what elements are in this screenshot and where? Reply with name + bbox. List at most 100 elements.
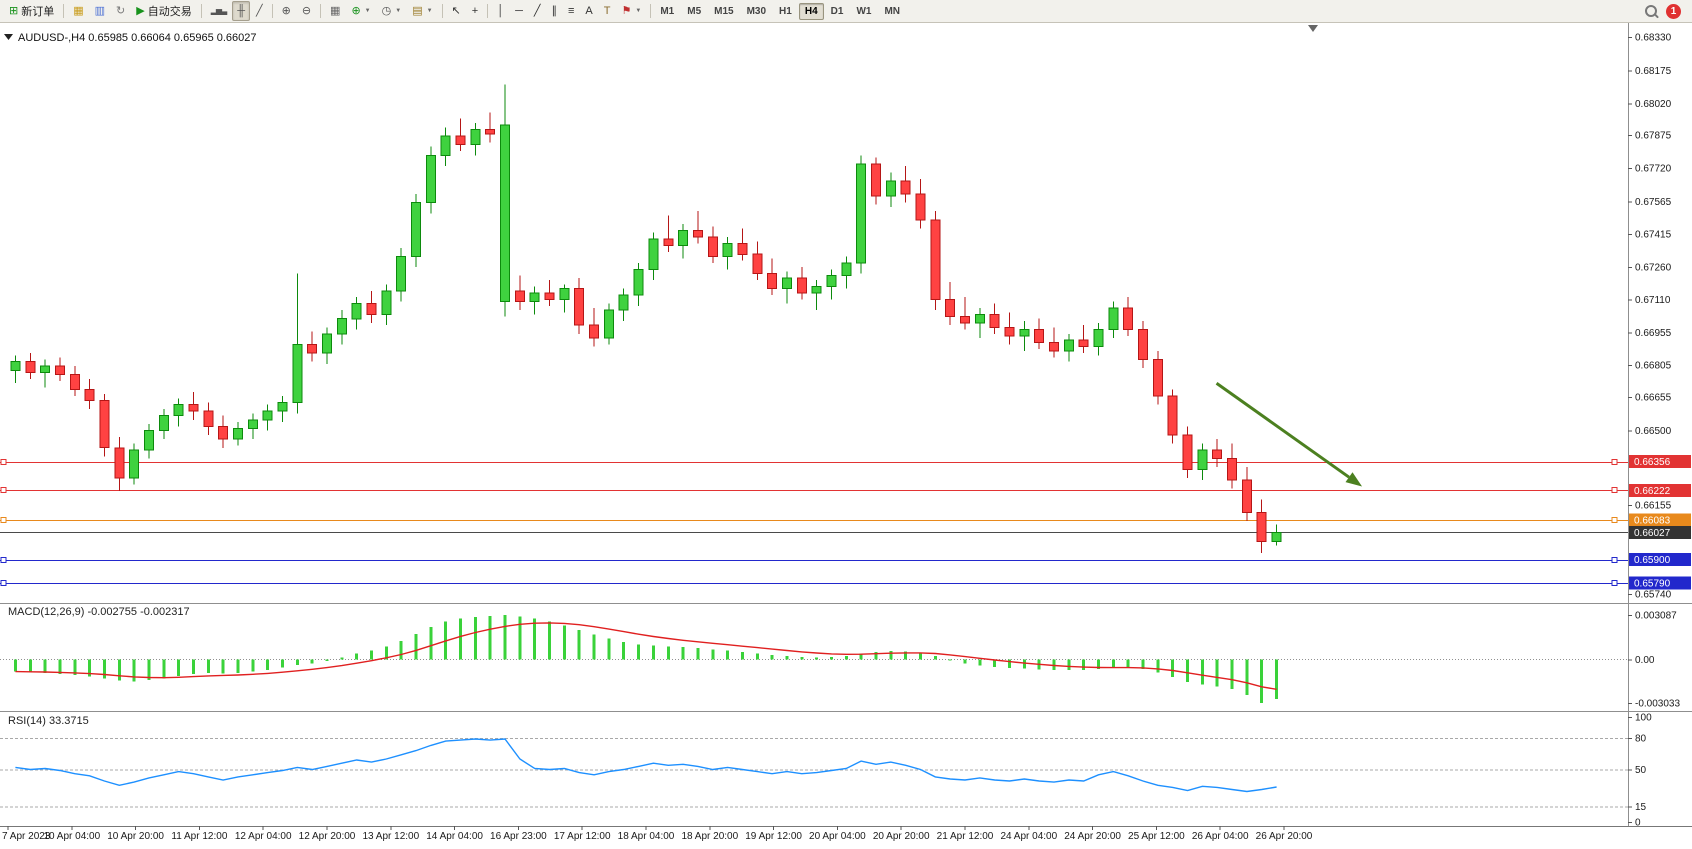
chevron-down-icon[interactable]: ▼	[364, 8, 371, 14]
support-line-orange-tag: 0.66083	[1629, 513, 1691, 527]
timeframe-h4-button[interactable]: H4	[798, 2, 824, 20]
text-icon: A	[585, 5, 593, 17]
svg-text:0.66805: 0.66805	[1635, 360, 1672, 371]
svg-text:0.00: 0.00	[1635, 655, 1655, 666]
one-click-trading-icon[interactable]	[4, 34, 13, 40]
bar-chart-icon[interactable]: ▂▅▃	[206, 1, 231, 21]
horizontal-line-icon[interactable]: ─	[510, 1, 528, 21]
svg-text:12 Apr 20:00: 12 Apr 20:00	[299, 831, 356, 842]
svg-text:19 Apr 12:00: 19 Apr 12:00	[745, 831, 802, 842]
svg-text:18 Apr 20:00: 18 Apr 20:00	[681, 831, 738, 842]
label-icon[interactable]: T	[599, 1, 616, 21]
periods-icon[interactable]: ◷ ▼	[377, 1, 407, 21]
support-line-blue-upper-tag: 0.65900	[1629, 553, 1691, 567]
refresh-icon: ↻	[116, 5, 126, 17]
periods-icon: ◷	[381, 5, 392, 17]
autotrading-button[interactable]: ▶ 自动交易	[131, 1, 196, 21]
new-order-icon: ⊞	[9, 5, 19, 17]
chevron-down-icon[interactable]: ▼	[635, 8, 642, 14]
svg-text:50: 50	[1635, 765, 1647, 776]
sell-arrow-annotation[interactable]	[1215, 382, 1363, 487]
svg-text:0.66955: 0.66955	[1635, 328, 1672, 339]
svg-text:10 Apr 04:00: 10 Apr 04:00	[43, 831, 100, 842]
svg-text:0.68175: 0.68175	[1635, 66, 1672, 77]
crosshair-icon[interactable]: +	[467, 1, 483, 21]
line-chart-icon[interactable]: ╱	[251, 1, 268, 21]
svg-text:0.003087: 0.003087	[1635, 611, 1677, 622]
timeframe-toolbar: M1 M5 M15 M30 H1 H4 D1 W1 MN	[654, 2, 906, 20]
candlestick-chart-icon: ╫	[237, 5, 245, 17]
vertical-line-icon[interactable]: │	[492, 1, 509, 21]
new-order-button-label: 新订单	[21, 6, 55, 18]
arrows-icon[interactable]: ⚑ ▼	[617, 1, 647, 21]
arrows-icon: ⚑	[621, 5, 632, 17]
chart-canvas[interactable]: AUDUSD-,H4 0.65985 0.66064 0.65965 0.660…	[0, 23, 1692, 849]
indicators-icon: ⊕	[351, 5, 361, 17]
line-chart-icon: ╱	[255, 5, 263, 17]
svg-text:0.65740: 0.65740	[1635, 590, 1672, 601]
charts-icon: ▦	[73, 5, 84, 17]
rsi-label: RSI(14) 33.3715	[8, 715, 89, 727]
svg-text:0.66027: 0.66027	[1634, 528, 1671, 539]
horizontal-line-icon: ─	[515, 5, 523, 17]
trendline-icon[interactable]: ╱	[529, 1, 546, 21]
toolbar-separator	[200, 4, 202, 18]
tile-windows-icon[interactable]: ▦	[325, 1, 345, 21]
templates-icon[interactable]: ▤ ▼	[407, 1, 437, 21]
svg-text:0.67565: 0.67565	[1635, 197, 1672, 208]
toolbar-separator	[63, 4, 65, 18]
new-order-button[interactable]: ⊞ 新订单	[4, 1, 59, 21]
timeframe-d1-button[interactable]: D1	[830, 5, 844, 17]
channel-icon[interactable]: ∥	[547, 1, 563, 21]
timeframe-mn-button[interactable]: MN	[884, 5, 900, 17]
tile-windows-icon: ▦	[330, 5, 341, 17]
candlestick-chart-icon[interactable]: ╫	[232, 1, 250, 21]
svg-text:25 Apr 12:00: 25 Apr 12:00	[1128, 831, 1185, 842]
macd-panel: MACD(12,26,9) -0.002755 -0.002317 0.00308…	[0, 606, 1680, 710]
vertical-line-icon: │	[497, 5, 505, 17]
cursor-icon[interactable]: ↖	[447, 1, 466, 21]
svg-text:17 Apr 12:00: 17 Apr 12:00	[554, 831, 611, 842]
cursor-icon: ↖	[451, 5, 461, 17]
channel-icon: ∥	[551, 5, 558, 17]
resistance-line-upper[interactable]	[0, 459, 1628, 465]
timeframe-m5-button[interactable]: M5	[687, 5, 702, 17]
profiles-icon[interactable]: ▥	[90, 1, 110, 21]
macd-label: MACD(12,26,9) -0.002755 -0.002317	[8, 606, 190, 618]
timeframe-h1-button[interactable]: H1	[779, 5, 792, 17]
notification-badge[interactable]: 1	[1666, 3, 1681, 19]
resistance-line-lower[interactable]	[0, 487, 1628, 493]
support-line-orange[interactable]	[0, 517, 1628, 523]
price-axis[interactable]: 0.68330 0.68175 0.68020 0.67875 0.67720 0.675…	[1628, 33, 1672, 601]
text-icon[interactable]: A	[580, 1, 597, 21]
svg-text:12 Apr 04:00: 12 Apr 04:00	[235, 831, 292, 842]
fibonacci-icon[interactable]: ≡	[563, 1, 579, 21]
chevron-down-icon[interactable]: ▼	[395, 8, 402, 14]
support-line-blue-lower[interactable]	[0, 580, 1628, 586]
svg-text:0.66083: 0.66083	[1634, 516, 1671, 527]
refresh-icon[interactable]: ↻	[111, 1, 130, 21]
svg-text:0.65900: 0.65900	[1634, 555, 1671, 566]
timeframe-m15-button[interactable]: M15	[714, 5, 734, 17]
search-icon[interactable]	[1645, 5, 1657, 17]
svg-text:24 Apr 20:00: 24 Apr 20:00	[1064, 831, 1121, 842]
templates-icon: ▤	[412, 5, 423, 17]
svg-text:11 Apr 12:00: 11 Apr 12:00	[171, 831, 227, 842]
zoom-out-icon[interactable]: ⊖	[297, 1, 316, 21]
chart-shift-marker[interactable]	[1308, 25, 1318, 32]
support-line-blue-upper[interactable]	[0, 557, 1628, 563]
chevron-down-icon[interactable]: ▼	[426, 8, 433, 14]
horizontal-lines[interactable]	[0, 459, 1628, 586]
charts-icon[interactable]: ▦	[68, 1, 88, 21]
resistance-line-upper-tag: 0.66356	[1629, 455, 1691, 468]
fibonacci-icon: ≡	[568, 5, 575, 17]
zoom-in-icon[interactable]: ⊕	[277, 1, 296, 21]
timeframe-w1-button[interactable]: W1	[856, 5, 872, 17]
svg-text:20 Apr 20:00: 20 Apr 20:00	[873, 831, 930, 842]
indicators-icon[interactable]: ⊕ ▼	[346, 1, 375, 21]
toolbar-separator	[441, 4, 443, 18]
timeframe-m30-button[interactable]: M30	[746, 5, 767, 17]
timeframe-m1-button[interactable]: M1	[660, 5, 675, 17]
